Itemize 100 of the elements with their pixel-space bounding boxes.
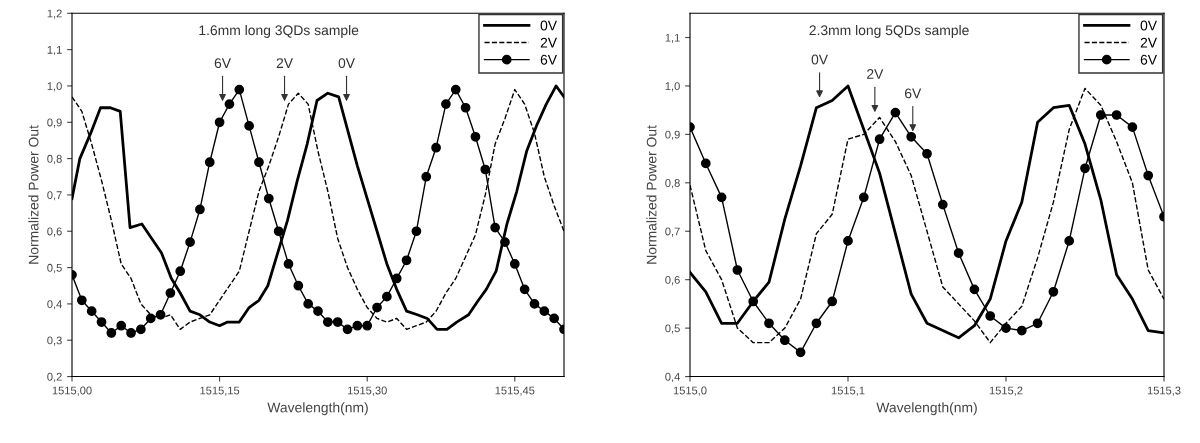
- point: [460, 102, 471, 113]
- point: [332, 317, 343, 327]
- point: [549, 313, 560, 324]
- y-tick-label: 1,1: [47, 46, 62, 56]
- point: [795, 347, 806, 358]
- point: [937, 199, 948, 210]
- annotation: 0V: [338, 58, 355, 69]
- y-tick-label: 1,1: [665, 33, 680, 43]
- y-tick-label: 0,3: [47, 336, 62, 346]
- y-tick-label: 0,7: [665, 227, 680, 237]
- annotation: 6V: [904, 88, 922, 99]
- point: [858, 192, 869, 203]
- point: [244, 121, 254, 131]
- point: [283, 259, 294, 269]
- point: [401, 255, 412, 266]
- point: [1048, 286, 1059, 297]
- x-tick-label: 1515,3: [1147, 386, 1181, 396]
- x-axis-title: Wavelength(nm): [267, 402, 368, 416]
- y-tick-label: 0,9: [47, 118, 62, 128]
- point: [263, 193, 274, 204]
- point: [1111, 110, 1122, 120]
- point: [509, 259, 520, 269]
- annotation: 2V: [867, 69, 884, 79]
- point: [1001, 323, 1011, 333]
- point: [490, 222, 500, 233]
- point: [145, 313, 156, 324]
- point: [322, 317, 333, 327]
- point: [480, 164, 491, 175]
- x-tick-label: 1515,00: [52, 386, 92, 396]
- y-tick-label: 0,8: [665, 179, 680, 189]
- y-tick-label: 0,8: [47, 154, 62, 165]
- point: [779, 335, 790, 346]
- point: [86, 306, 97, 317]
- point: [431, 142, 441, 153]
- point: [1143, 170, 1154, 181]
- y-tick-label: 0,4: [665, 372, 680, 382]
- point: [450, 84, 461, 95]
- point: [1095, 110, 1106, 120]
- point: [890, 107, 901, 118]
- point: [969, 284, 980, 295]
- y-tick-label: 0,4: [47, 300, 62, 310]
- point: [273, 226, 284, 237]
- point: [303, 299, 314, 309]
- point: [352, 320, 363, 331]
- y-tick-label: 0,7: [47, 191, 62, 201]
- point: [76, 295, 87, 306]
- legend-label: 0V: [540, 20, 557, 31]
- point: [985, 311, 996, 321]
- legend-label: 6V: [1140, 54, 1157, 65]
- x-tick-label: 1515,45: [495, 386, 535, 396]
- y-axis-title: Normalized Power Out: [646, 125, 657, 264]
- y-tick-label: 1,2: [47, 9, 62, 19]
- point: [204, 157, 215, 168]
- point: [1016, 325, 1027, 336]
- point: [421, 171, 432, 182]
- y-tick-label: 0,9: [665, 130, 680, 140]
- x-tick-label: 1515,2: [989, 386, 1023, 396]
- point: [529, 299, 540, 309]
- x-axis-title: Wavelength(nm): [876, 402, 977, 416]
- point: [1032, 318, 1043, 329]
- point: [953, 248, 964, 258]
- point: [411, 226, 422, 237]
- point: [811, 318, 822, 329]
- point: [748, 296, 759, 307]
- point: [234, 84, 245, 95]
- x-tick-label: 1515,1: [831, 386, 865, 396]
- legend-label: 2V: [1140, 37, 1157, 48]
- point: [700, 158, 711, 169]
- y-tick-label: 0,6: [665, 275, 680, 286]
- point: [539, 306, 550, 317]
- x-tick-label: 1515,15: [200, 386, 240, 396]
- point: [106, 328, 117, 338]
- point: [372, 302, 382, 313]
- point: [1080, 163, 1090, 174]
- point: [906, 131, 917, 142]
- point: [342, 324, 353, 335]
- point: [293, 280, 304, 291]
- point: [224, 99, 235, 109]
- point: [126, 328, 136, 338]
- point: [165, 288, 176, 298]
- point: [214, 117, 225, 128]
- legend-label: 6V: [540, 54, 557, 65]
- point: [716, 192, 727, 203]
- point: [874, 134, 885, 145]
- point: [254, 157, 264, 168]
- text: 1.6mm long 3QDs sample: [199, 24, 359, 38]
- point: [116, 320, 127, 331]
- text: 2.3mm long 5QDs sample: [809, 24, 969, 38]
- point: [1127, 122, 1138, 132]
- y-tick-label: 0,6: [47, 227, 62, 237]
- point: [500, 237, 510, 248]
- annotation: 6V: [214, 58, 231, 69]
- point: [136, 324, 146, 335]
- x-tick-label: 1515,0: [673, 386, 707, 396]
- annotation: 2V: [276, 58, 293, 68]
- point: [175, 266, 186, 277]
- point: [313, 306, 323, 317]
- legend-label: 0V: [1140, 20, 1157, 31]
- point: [843, 236, 853, 246]
- point: [764, 318, 774, 329]
